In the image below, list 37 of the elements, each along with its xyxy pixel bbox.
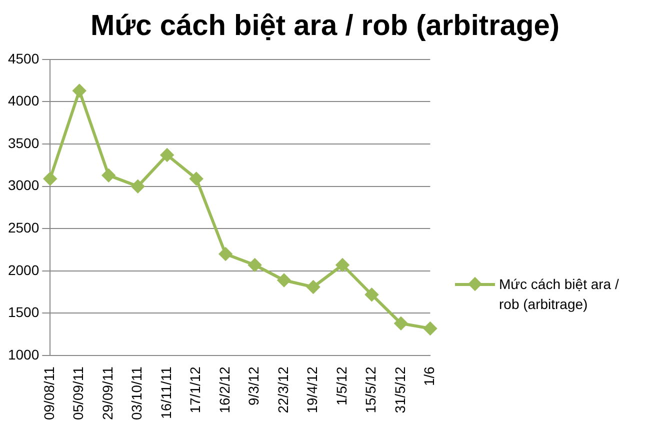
y-tick-label: 3000	[8, 177, 40, 194]
x-tick-label: 31/5/12	[392, 366, 408, 414]
point	[248, 258, 262, 272]
x-tick-label: 17/1/12	[187, 366, 204, 414]
point	[72, 84, 86, 98]
y-tick-label: 2500	[8, 219, 40, 236]
y-tick-label: 4500	[8, 50, 40, 66]
x-tick-label: 19/4/12	[304, 366, 320, 414]
x-tick-label: 9/3/12	[246, 366, 262, 406]
y-tick-label: 1500	[8, 304, 40, 320]
x-tick-label: 29/09/11	[99, 366, 116, 420]
x-tick-label: 1/6	[421, 366, 438, 386]
point	[424, 322, 437, 335]
x-tick-label: 03/10/11	[128, 366, 145, 420]
point	[160, 148, 174, 162]
point	[365, 288, 378, 302]
point	[278, 274, 291, 287]
point	[131, 180, 144, 193]
y-tick-label: 1000	[8, 346, 40, 362]
y-tick-label: 4000	[8, 92, 40, 109]
x-tick-label: 16/11/11	[158, 366, 174, 419]
point	[306, 280, 320, 294]
x-tick-label: 1/5/12	[333, 366, 350, 406]
point	[219, 248, 232, 261]
point	[190, 172, 203, 186]
y-tick-label: 2000	[8, 262, 40, 278]
x-tick-label: 22/3/12	[274, 366, 291, 414]
point	[336, 258, 349, 272]
point	[102, 168, 116, 182]
x-tick-label: 09/08/11	[41, 366, 58, 420]
point	[394, 316, 408, 330]
x-tick-label: 16/2/12	[216, 366, 232, 414]
x-tick-label: 05/09/11	[70, 366, 86, 420]
x-tick-label: 15/5/12	[362, 366, 379, 414]
legend-label: Mức cách biệt ara / rob (arbitrage)	[499, 275, 620, 314]
chart-title: Mức cách biệt ara / rob (arbitrage)	[89, 10, 560, 44]
y-tick-label: 3500	[8, 134, 40, 151]
